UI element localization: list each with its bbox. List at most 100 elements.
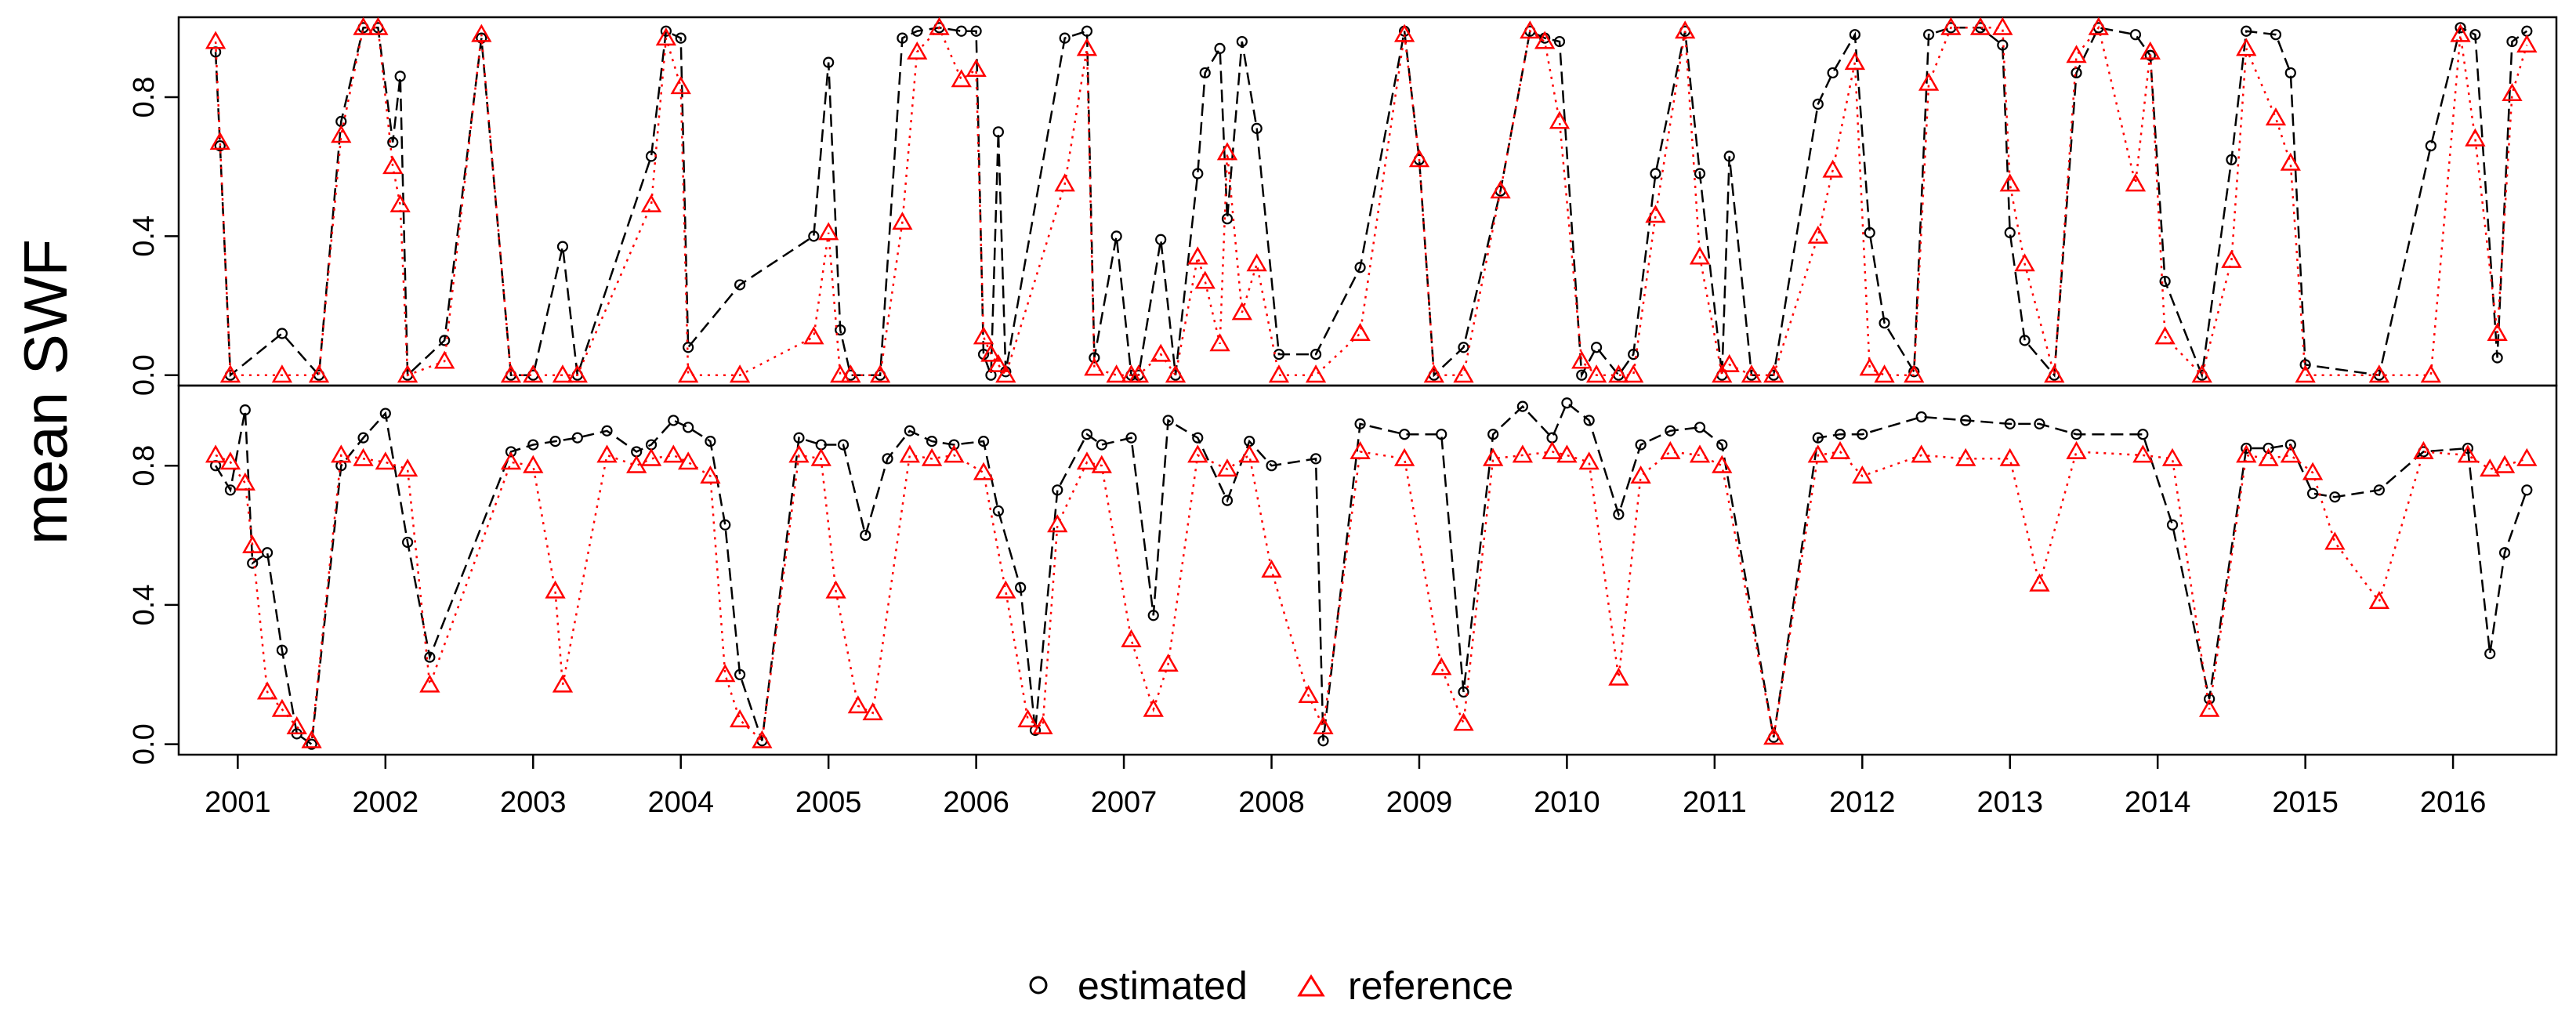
top-estimated-point	[2506, 35, 2518, 48]
bottom-estimated-point	[2166, 519, 2179, 531]
top-reference-point	[1844, 52, 1866, 71]
bottom-reference-point	[1556, 444, 1578, 463]
bottom-reference-point	[256, 681, 278, 700]
top-estimated-point	[970, 25, 982, 37]
top-reference-point	[2280, 152, 2301, 171]
top-reference-point	[729, 364, 751, 383]
bottom-estimated-point	[1317, 735, 1329, 747]
bottom-estimated-point	[357, 432, 369, 444]
top-estimated-point	[2129, 29, 2142, 41]
x-tick-label: 2006	[943, 786, 1009, 819]
bottom-estimated-point	[1266, 460, 1277, 472]
top-estimated-point	[2270, 29, 2282, 41]
top-reference-point	[2191, 364, 2212, 383]
bottom-estimated-point	[2204, 693, 2216, 705]
bottom-estimated-point	[1052, 484, 1063, 496]
bottom-estimated-point	[1834, 429, 1846, 440]
top-estimated-point	[2144, 49, 2156, 61]
top-reference-point	[500, 364, 522, 383]
top-reference-point	[1231, 302, 1252, 321]
bottom-reference-point	[2368, 590, 2390, 609]
bottom-reference-point	[2280, 444, 2301, 463]
top-reference-point	[2420, 364, 2441, 383]
bottom-estimated-point	[926, 435, 938, 447]
bottom-estimated-point	[1546, 432, 1558, 444]
x-tick-label: 2015	[2272, 786, 2339, 819]
bottom-reference-point	[1712, 455, 1733, 473]
top-reference-point	[987, 353, 1009, 372]
bottom-estimated-point	[1221, 495, 1234, 506]
top-y-tick-label: 0.0	[128, 354, 161, 396]
bottom-reference-point	[626, 455, 647, 473]
bottom-reference-point	[1911, 444, 1932, 463]
bottom-reference-point	[1660, 440, 1681, 459]
bottom-reference-point	[1852, 466, 1873, 484]
top-estimated-point	[439, 335, 451, 346]
legend-reference-label: reference	[1348, 964, 1513, 1008]
bottom-estimated-point	[306, 738, 317, 750]
bottom-estimated-point	[2263, 442, 2274, 455]
bottom-reference-point	[1047, 514, 1068, 533]
bottom-estimated-line	[215, 401, 2528, 746]
top-estimated-point	[1251, 122, 1263, 134]
top-estimated-point	[955, 25, 967, 37]
top-estimated-point	[1089, 352, 1100, 364]
top-reference-point	[1675, 20, 1696, 39]
top-estimated-point	[683, 342, 694, 353]
bottom-reference-point	[1431, 657, 1452, 676]
bottom-reference-point	[2258, 447, 2279, 466]
top-reference-point	[2139, 41, 2161, 60]
top-reference-point	[1992, 16, 2013, 35]
bottom-estimated-point	[424, 651, 436, 663]
bottom-estimated-point	[1436, 429, 1447, 440]
top-reference-point	[907, 41, 928, 60]
plot-frame-bottom	[177, 384, 2558, 756]
plot-frame-top	[177, 16, 2558, 387]
top-estimated-point	[1110, 230, 1122, 242]
x-tick-label: 2004	[647, 786, 714, 819]
top-reference-point	[655, 27, 677, 46]
top-reference-point	[1712, 364, 1733, 383]
bottom-reference-point	[973, 462, 995, 480]
top-reference-point	[1084, 357, 1105, 376]
bottom-reference-point	[1512, 444, 1534, 463]
bottom-estimated-point	[1147, 610, 1159, 621]
top-estimated-point	[1812, 98, 1824, 110]
bottom-estimated-point	[977, 435, 990, 447]
bottom-reference-point	[331, 444, 352, 463]
top-reference-point	[382, 156, 404, 175]
bottom-estimated-point	[1635, 439, 1647, 451]
top-estimated-point	[835, 324, 846, 336]
top-estimated-point	[276, 328, 288, 339]
top-reference-point	[1999, 173, 2020, 192]
bottom-reference-point	[2198, 698, 2220, 717]
bottom-estimated-point	[276, 644, 288, 656]
bottom-estimated-point	[793, 432, 805, 444]
bottom-estimated-point	[734, 668, 746, 680]
top-reference-point	[331, 125, 352, 143]
top-series-reference	[205, 16, 2538, 383]
top-reference-point	[1645, 205, 1666, 223]
bottom-series-estimated	[210, 397, 2533, 750]
bottom-estimated-point	[2462, 442, 2474, 455]
top-reference-point	[869, 364, 891, 383]
top-reference-point	[1585, 364, 1607, 383]
bottom-estimated-point	[224, 484, 237, 496]
bottom-estimated-point	[882, 453, 893, 465]
top-estimated-point	[1576, 369, 1588, 381]
bottom-estimated-point	[549, 435, 561, 447]
bottom-estimated-point	[2373, 484, 2385, 496]
top-reference-point	[2088, 16, 2109, 35]
bottom-reference-point	[825, 580, 846, 599]
top-estimated-point	[1628, 348, 1639, 360]
top-reference-point	[1076, 38, 1098, 56]
bottom-reference-point	[1955, 447, 1976, 466]
top-reference-point	[670, 76, 691, 95]
bottom-estimated-point	[1665, 425, 1676, 437]
top-reference-point	[1969, 16, 1991, 35]
bottom-estimated-point	[1857, 429, 1868, 440]
legend: estimated reference	[1029, 964, 1513, 1008]
top-estimated-point	[992, 126, 1004, 138]
bottom-y-tick-label: 0.8	[128, 445, 161, 487]
